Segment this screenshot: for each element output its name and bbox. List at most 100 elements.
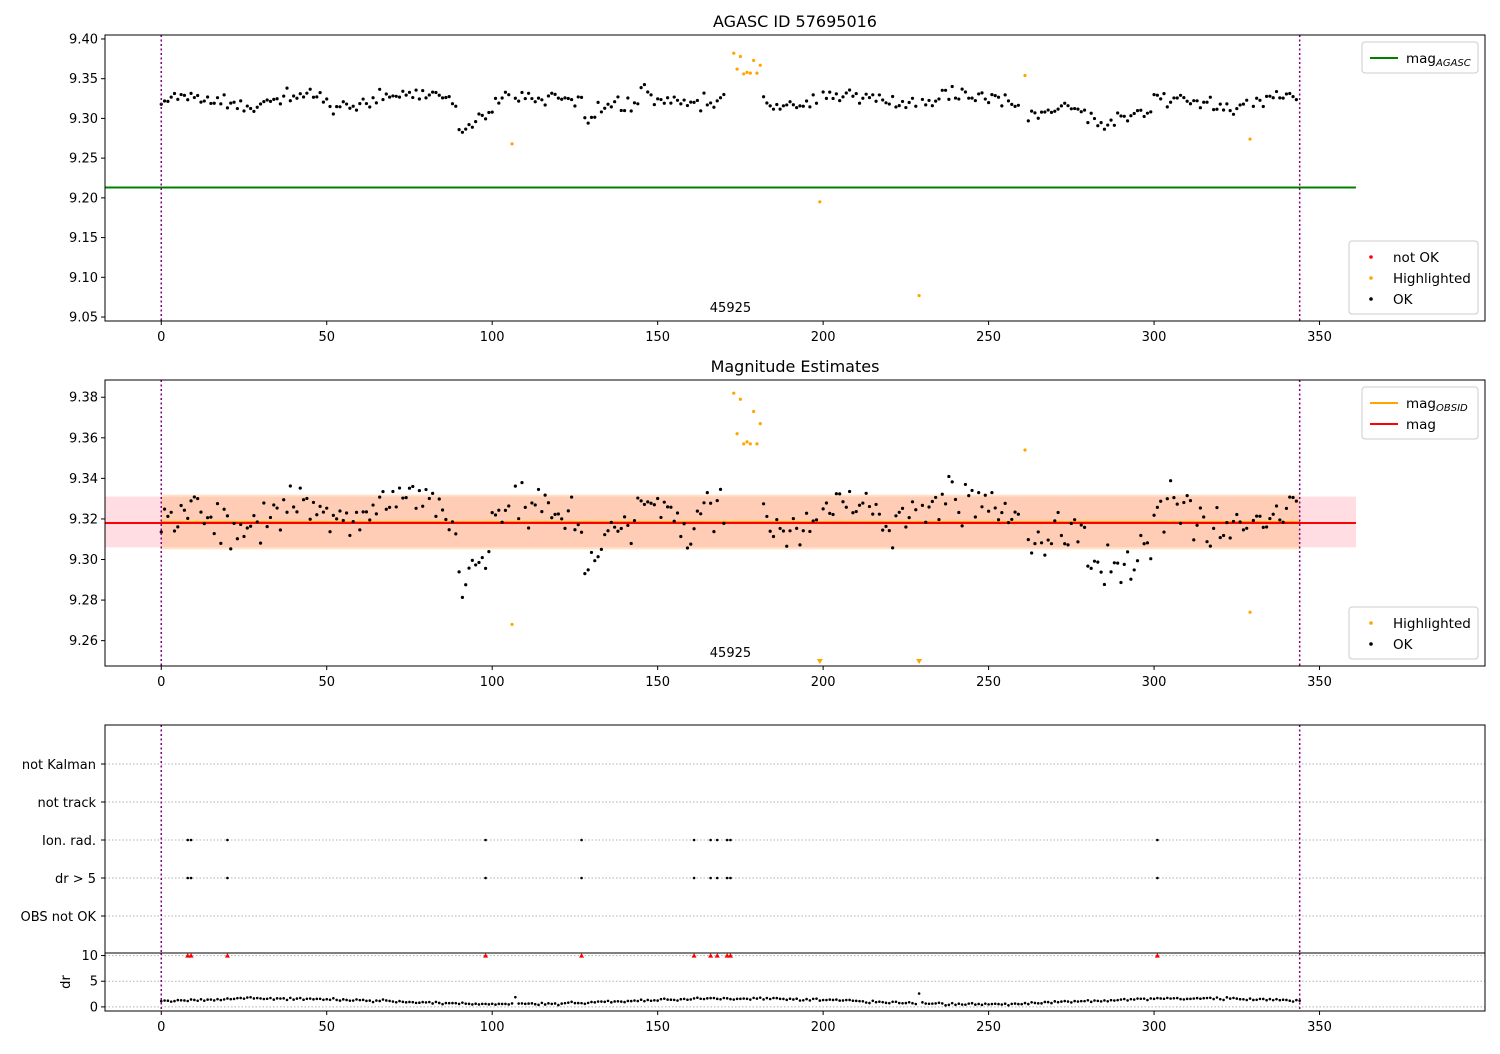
mag-estimates-panel-ok-point — [570, 495, 574, 499]
mag-estimates-panel-ok-point — [622, 515, 627, 519]
mag-estimates-panel-ok-point — [374, 512, 378, 516]
mag-estimates-panel-highlighted-point — [738, 397, 742, 401]
mag-estimates-panel-ok-point — [1066, 543, 1070, 547]
agasc-panel-legend-label: OK — [1393, 292, 1414, 308]
mag-estimates-panel-ok-point — [1281, 520, 1285, 524]
agasc-panel-ok-point — [533, 100, 537, 104]
mag-estimates-panel-ok-point — [477, 560, 481, 565]
dr-panel-dr-point — [1036, 1002, 1040, 1005]
flags-panel-flag-point — [189, 838, 193, 842]
dr-panel-dr-point — [712, 996, 716, 1000]
dr-panel-dr-point — [265, 997, 269, 1001]
mag-estimates-panel-ok-point — [1215, 506, 1219, 510]
agasc-panel-ok-point — [311, 95, 316, 99]
agasc-panel-ok-point — [709, 101, 713, 105]
agasc-panel-ytick-label: 9.10 — [69, 271, 98, 286]
agasc-panel-ok-point — [613, 100, 617, 104]
mag-estimates-panel-ok-point — [1079, 523, 1083, 527]
dr-panel-dr-point — [1093, 999, 1096, 1002]
mag-estimates-panel-ytick-label: 9.26 — [69, 634, 98, 649]
dr-panel-dr-point — [586, 1001, 590, 1005]
mag-estimates-panel-ok-point — [765, 514, 769, 519]
mag-estimates-panel-ok-point — [278, 528, 282, 532]
agasc-panel-ok-point — [950, 84, 954, 89]
mag-estimates-panel-ok-point — [788, 529, 792, 533]
agasc-panel-ok-point — [570, 97, 574, 102]
dr-panel-dr-point — [1235, 997, 1239, 1000]
dr-panel-dr-point — [1245, 998, 1249, 1002]
agasc-panel-ok-point — [1258, 98, 1262, 102]
flags-panel-flag-point — [1156, 838, 1159, 842]
agasc-panel-ok-point — [209, 101, 213, 106]
agasc-panel-ok-point — [854, 91, 858, 96]
dr-panel-dr-point — [222, 998, 226, 1001]
mag-estimates-panel-ok-point — [474, 563, 478, 567]
mag-estimates-panel-ok-point — [973, 515, 977, 519]
agasc-panel-ok-point — [431, 90, 435, 94]
agasc-panel-xtick-label: 300 — [1142, 330, 1167, 345]
agasc-panel-ok-point — [196, 93, 200, 98]
dr-panel-dr-point — [345, 998, 348, 1002]
mag-estimates-panel-ok-point — [699, 512, 703, 516]
agasc-panel-ok-point — [1178, 93, 1183, 97]
agasc-panel-ytick-label: 9.40 — [69, 32, 98, 47]
agasc-panel-ok-point — [1076, 107, 1080, 111]
flags-panel-flag-point — [729, 876, 732, 880]
dr-panel-dr-point — [378, 999, 381, 1003]
agasc-panel-ok-point — [675, 98, 680, 102]
mag-estimates-panel-ok-point — [404, 496, 408, 500]
mag-estimates-panel-ok-point — [718, 487, 723, 491]
dr-panel-clipped-marker — [1154, 953, 1160, 958]
agasc-panel-ok-point — [265, 98, 269, 102]
mag-estimates-panel-ok-point — [301, 498, 306, 502]
agasc-panel-ok-point — [682, 98, 686, 102]
agasc-panel-ok-point — [1278, 96, 1282, 100]
agasc-panel-highlighted-point — [1023, 73, 1027, 78]
mag-estimates-panel-ok-point — [1063, 542, 1067, 546]
mag-estimates-panel-ok-point — [1119, 580, 1123, 585]
agasc-panel-ok-point — [679, 102, 683, 106]
dr-panel-dr-point — [825, 998, 828, 1002]
dr-panel-dr-point — [199, 997, 203, 1001]
dr-panel-dr-point — [924, 1002, 928, 1005]
dr-panel-dr-point — [262, 997, 266, 1001]
mag-estimates-panel-ok-point — [550, 516, 554, 520]
dr-panel-dr-point — [540, 1001, 544, 1005]
dr-panel-dr-point — [709, 996, 712, 1000]
agasc-panel-ok-point — [348, 106, 352, 110]
dr-panel-dr-point — [1096, 999, 1100, 1003]
agasc-panel-ok-point — [212, 101, 216, 105]
agasc-panel-ok-point — [699, 109, 703, 113]
dr-panel-dr-point — [1252, 998, 1255, 1002]
dr-panel-dr-point — [798, 999, 802, 1002]
dr-panel-dr-point — [1202, 996, 1206, 1000]
agasc-panel-ok-point — [384, 92, 388, 96]
dr-panel-dr-point — [259, 997, 262, 1000]
agasc-panel-ok-point — [927, 98, 931, 103]
mag-estimates-panel-ok-point — [1139, 533, 1143, 538]
agasc-panel-ok-point — [1089, 111, 1093, 115]
dr-panel-dr-point — [639, 998, 643, 1002]
dr-panel-dr-point — [1099, 1000, 1103, 1003]
mag-estimates-panel-ok-point — [914, 508, 918, 512]
agasc-panel-legend-swatch — [1369, 297, 1373, 301]
dr-panel-dr-point — [169, 1000, 173, 1003]
mag-estimates-panel-ok-point — [1043, 553, 1047, 557]
agasc-panel-ok-point — [341, 100, 345, 104]
agasc-panel-ok-point — [1152, 93, 1156, 97]
mag-estimates-panel-ok-point — [1049, 542, 1054, 546]
dr-panel-dr-point — [308, 997, 312, 1000]
mag-estimates-panel-ok-point — [1202, 515, 1206, 519]
agasc-panel-ok-point — [414, 88, 418, 92]
dr-panel-dr-point — [610, 1001, 613, 1004]
dr-panel-dr-point — [1199, 997, 1202, 1001]
dr-panel-dr-point — [1195, 996, 1199, 1000]
dr-panel-xtick-label: 150 — [645, 1020, 670, 1035]
dr-panel-dr-point — [722, 996, 726, 1000]
dr-panel-dr-point — [275, 997, 279, 1000]
mag-estimates-panel-ok-point — [950, 480, 954, 484]
mag-estimates-panel-ok-point — [907, 516, 911, 520]
mag-estimates-panel-ok-point — [1069, 521, 1073, 526]
flags-panel-flag-point — [715, 876, 719, 880]
